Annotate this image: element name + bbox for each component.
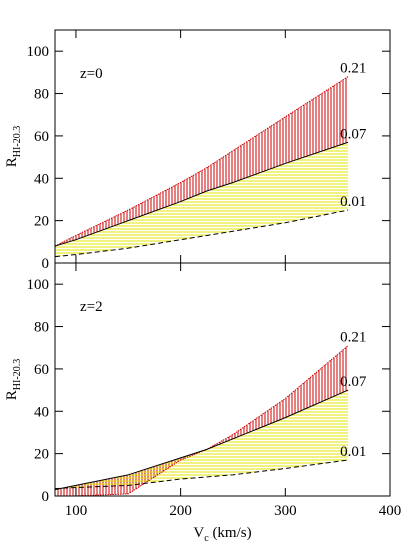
x-tick-label: 200 — [169, 503, 192, 519]
series-line — [54, 76, 349, 247]
x-axis-label: Vc (km/s) — [193, 525, 251, 544]
y-tick-label: 100 — [27, 277, 50, 293]
y-tick-label: 60 — [34, 362, 49, 378]
y-axis-label-sub: HI-20.3 — [12, 359, 23, 390]
series-label: 0.21 — [340, 61, 366, 77]
series-line — [54, 459, 349, 490]
x-tick-label: 400 — [379, 503, 402, 519]
series-label: 0.01 — [340, 444, 366, 460]
y-tick-label: 20 — [34, 214, 49, 230]
series-line — [54, 209, 349, 258]
x-axis-label-main: V — [193, 525, 204, 541]
x-tick-label: 300 — [274, 503, 297, 519]
y-tick-label: 40 — [34, 171, 49, 187]
series-label: 0.07 — [340, 126, 367, 142]
panel-annotation: z=0 — [80, 66, 103, 82]
y-tick-label: 80 — [34, 320, 49, 336]
y-axis-label-main: R — [4, 390, 20, 400]
x-tick-label: 100 — [65, 503, 88, 519]
series-label: 0.07 — [340, 374, 367, 390]
panel-annotation: z=2 — [80, 299, 103, 315]
plot-frame — [54, 262, 391, 497]
x-axis-label-sub: c — [204, 533, 209, 544]
y-axis-label-main: R — [4, 157, 20, 167]
y-tick-label: 80 — [34, 87, 49, 103]
hatch-band — [55, 390, 349, 490]
x-axis-label-rest: (km/s) — [209, 525, 252, 541]
series-line — [54, 141, 349, 247]
series-label: 0.21 — [340, 330, 366, 346]
y-tick-label: 0 — [42, 489, 50, 505]
y-tick-label: 100 — [27, 44, 50, 60]
y-tick-label: 20 — [34, 447, 49, 463]
series-line — [54, 389, 349, 491]
hatch-band — [55, 76, 349, 247]
y-axis-label-sub: HI-20.3 — [12, 126, 23, 157]
y-axis-label: RHI-20.3 — [4, 126, 23, 167]
y-tick-label: 0 — [42, 256, 50, 272]
y-axis-label: RHI-20.3 — [4, 359, 23, 400]
y-tick-label: 60 — [34, 129, 49, 145]
series-label: 0.01 — [340, 194, 366, 210]
y-tick-label: 40 — [34, 404, 49, 420]
hatch-band — [55, 142, 349, 257]
